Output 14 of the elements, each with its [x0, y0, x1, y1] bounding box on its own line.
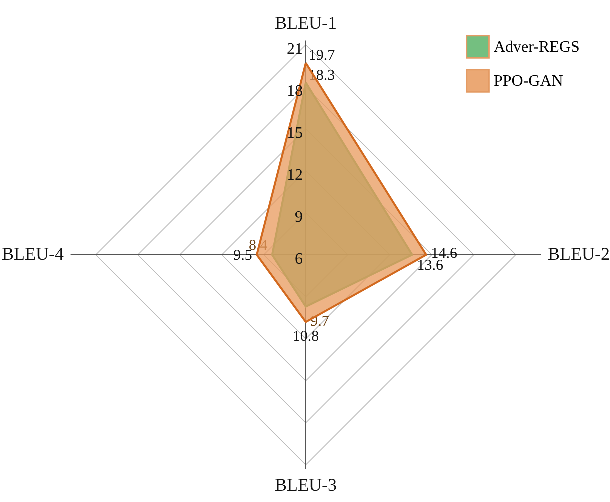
spoke-label: BLEU-3 [275, 475, 337, 495]
spoke-label: BLEU-4 [2, 244, 64, 264]
y-tick-label: 21 [287, 41, 303, 58]
spoke-label: BLEU-2 [548, 244, 610, 264]
spoke-label: BLEU-1 [275, 13, 337, 33]
y-tick-label: 12 [287, 167, 303, 184]
y-tick-label: 6 [295, 251, 303, 268]
y-tick-label: 9 [295, 209, 303, 226]
legend-label: Adver-REGS [494, 39, 580, 56]
data-label: 13.6 [417, 258, 444, 274]
data-label: 8.4 [249, 238, 268, 254]
legend-label: PPO-GAN [494, 73, 564, 90]
y-tick-label: 15 [287, 125, 303, 142]
data-label: 19.7 [308, 48, 336, 64]
